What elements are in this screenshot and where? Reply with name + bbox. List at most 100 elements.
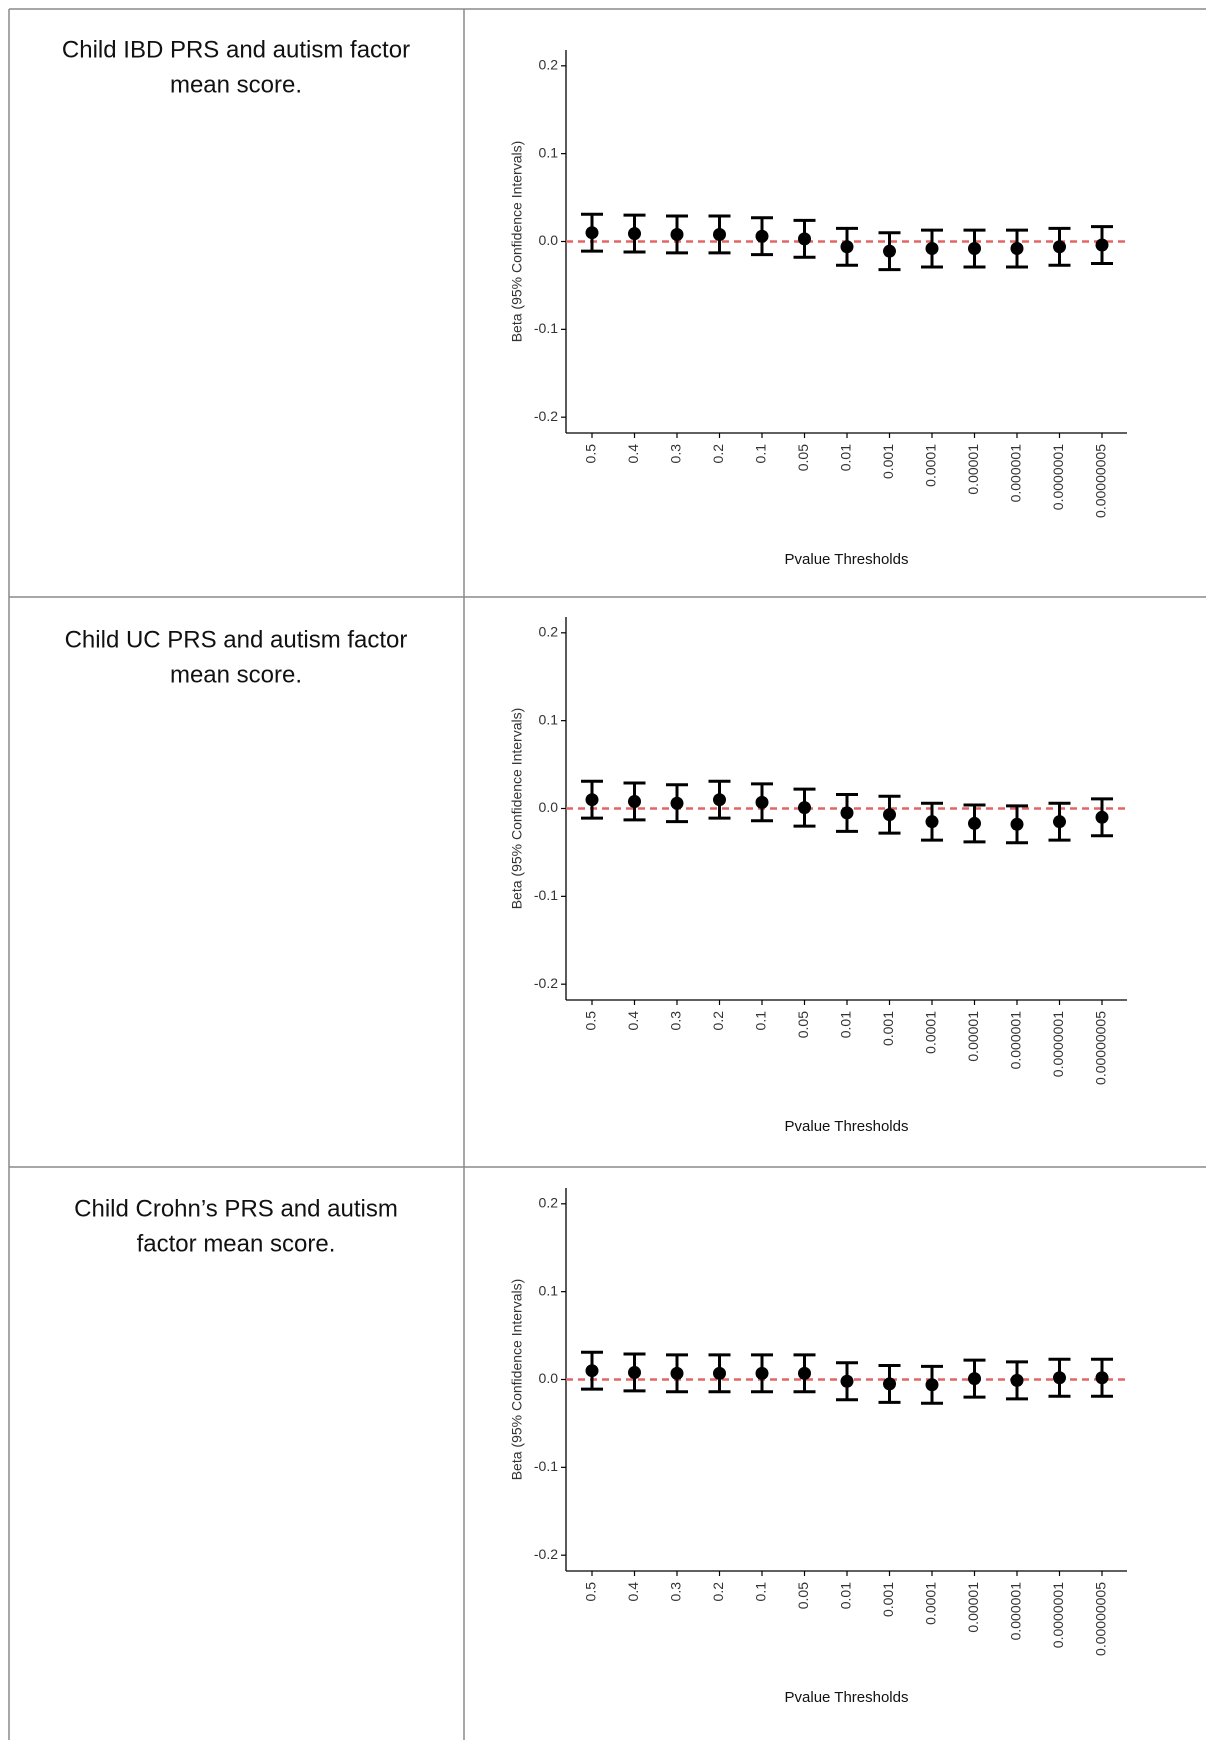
x-tick-label: 0.00000005 <box>1093 1011 1109 1085</box>
point <box>968 816 981 830</box>
y-tick-label: 0.2 <box>539 1195 559 1211</box>
x-tick-label: 0.0001 <box>923 1011 939 1054</box>
point <box>925 815 939 829</box>
chart: 0.2 0.1 0.0 -0.1 -0.2 0.5 0.4 0.3 0.2 0.1 0.05 0.01… <box>509 50 1127 568</box>
point <box>883 244 896 258</box>
point <box>585 793 599 807</box>
row-label: Child Crohn’s PRS and autism <box>74 1195 398 1222</box>
x-tick-label: 0.000001 <box>1008 1011 1024 1070</box>
point <box>1053 815 1066 829</box>
x-tick-label: 0.4 <box>625 1582 641 1602</box>
point <box>713 227 726 241</box>
point <box>670 796 684 810</box>
point <box>968 1372 981 1386</box>
x-tick-label: 0.00001 <box>965 1011 981 1062</box>
row-label: mean score. <box>170 71 302 98</box>
x-tick-label: 0.01 <box>838 444 854 471</box>
point <box>883 808 896 822</box>
point <box>925 1378 939 1392</box>
point <box>755 229 769 243</box>
point <box>883 1377 896 1391</box>
x-tick-label: 0.05 <box>795 1582 811 1609</box>
x-tick-label: 0.0001 <box>923 444 939 487</box>
x-tick-label: 0.3 <box>668 1011 684 1031</box>
point <box>840 240 854 254</box>
point <box>1095 810 1109 824</box>
point <box>628 227 641 241</box>
x-tick-label: 0.00000005 <box>1093 444 1109 518</box>
y-tick-label: -0.1 <box>534 320 558 336</box>
table-grid <box>8 8 1206 1740</box>
x-tick-label: 0.000001 <box>1008 444 1024 503</box>
y-tick-label: -0.2 <box>534 408 558 424</box>
x-axis-label: Pvalue Thresholds <box>785 1118 909 1135</box>
point <box>798 232 811 246</box>
x-tick-label: 0.0000001 <box>1050 1582 1066 1648</box>
row-label: Child IBD PRS and autism factor <box>62 36 410 63</box>
y-tick-label: 0.1 <box>539 144 559 160</box>
x-tick-label: 0.00000005 <box>1093 1582 1109 1656</box>
x-tick-label: 0.001 <box>880 1011 896 1046</box>
point <box>1010 242 1024 256</box>
x-tick-label: 0.001 <box>880 444 896 479</box>
y-tick-label: 0.0 <box>539 232 559 248</box>
y-axis-label: Beta (95% Confidence Intervals) <box>509 141 525 343</box>
point <box>755 795 769 809</box>
point <box>713 793 726 807</box>
y-tick-label: -0.1 <box>534 1458 558 1474</box>
y-tick-label: 0.1 <box>539 711 559 727</box>
point <box>628 794 641 808</box>
point <box>628 1365 641 1379</box>
point <box>1095 1371 1109 1385</box>
point <box>670 1366 684 1380</box>
x-tick-label: 0.001 <box>880 1582 896 1617</box>
x-tick-label: 0.1 <box>753 1011 769 1031</box>
x-tick-label: 0.5 <box>583 1011 599 1031</box>
x-tick-label: 0.01 <box>838 1582 854 1609</box>
point <box>840 1374 854 1388</box>
point <box>968 242 981 256</box>
x-tick-label: 0.1 <box>753 1582 769 1602</box>
point <box>1053 240 1066 254</box>
x-axis-label: Pvalue Thresholds <box>785 551 909 568</box>
y-tick-label: -0.2 <box>534 975 558 991</box>
y-tick-label: -0.2 <box>534 1546 558 1562</box>
x-tick-label: 0.2 <box>710 444 726 464</box>
x-tick-label: 0.4 <box>625 1011 641 1031</box>
point <box>585 226 599 240</box>
x-tick-label: 0.1 <box>753 444 769 464</box>
point <box>840 806 854 820</box>
x-tick-label: 0.05 <box>795 444 811 471</box>
point <box>585 1364 599 1378</box>
y-axis-label: Beta (95% Confidence Intervals) <box>509 1279 525 1481</box>
x-tick-label: 0.0000001 <box>1050 444 1066 510</box>
row-label: mean score. <box>170 661 302 688</box>
x-tick-label: 0.5 <box>583 1582 599 1602</box>
x-tick-label: 0.2 <box>710 1011 726 1031</box>
chart: 0.2 0.1 0.0 -0.1 -0.2 0.5 0.4 0.3 0.2 0.1 0.05 0.01… <box>509 1188 1127 1706</box>
point <box>713 1366 726 1380</box>
y-tick-label: 0.1 <box>539 1282 559 1298</box>
y-tick-label: 0.2 <box>539 624 559 640</box>
point <box>798 1366 811 1380</box>
x-tick-label: 0.000001 <box>1008 1582 1024 1641</box>
point <box>1053 1371 1066 1385</box>
point <box>1095 238 1109 252</box>
y-axis-label: Beta (95% Confidence Intervals) <box>509 708 525 910</box>
x-tick-label: 0.01 <box>838 1011 854 1038</box>
x-tick-label: 0.3 <box>668 444 684 464</box>
chart: 0.2 0.1 0.0 -0.1 -0.2 0.5 0.4 0.3 0.2 0.1 0.05 0.01… <box>509 617 1127 1135</box>
point <box>1010 1373 1024 1387</box>
x-tick-label: 0.00001 <box>965 444 981 495</box>
x-tick-label: 0.5 <box>583 444 599 464</box>
x-tick-label: 0.05 <box>795 1011 811 1038</box>
point <box>798 801 811 815</box>
x-tick-label: 0.2 <box>710 1582 726 1602</box>
y-tick-label: -0.1 <box>534 887 558 903</box>
x-tick-label: 0.0000001 <box>1050 1011 1066 1077</box>
x-tick-label: 0.4 <box>625 444 641 464</box>
row-label: factor mean score. <box>137 1230 336 1257</box>
point <box>925 242 939 256</box>
x-tick-label: 0.00001 <box>965 1582 981 1633</box>
